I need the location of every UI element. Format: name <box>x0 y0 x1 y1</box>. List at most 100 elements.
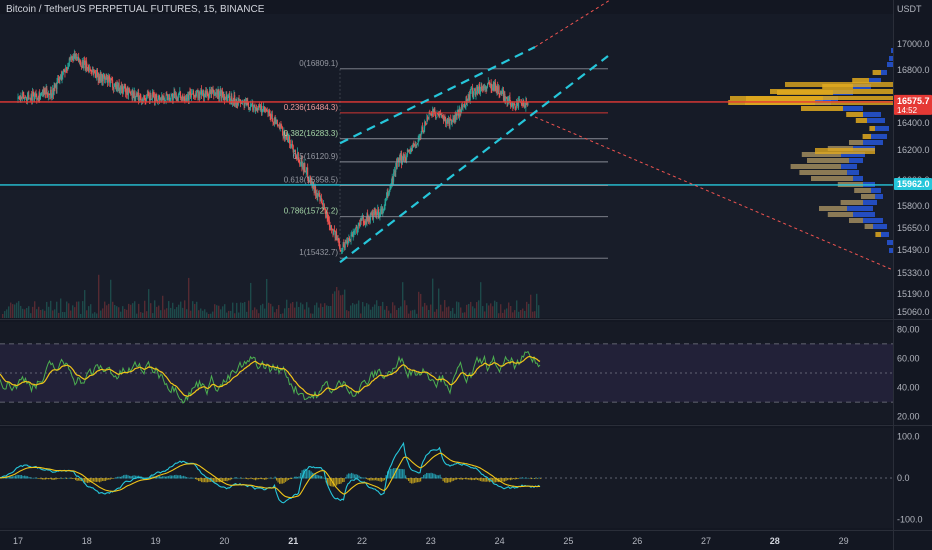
volume-bar <box>120 311 122 318</box>
volume-profile-bar <box>801 152 841 157</box>
volume-bar <box>146 311 148 318</box>
volume-bar <box>450 311 452 318</box>
volume-bar <box>204 309 206 318</box>
candle-body <box>307 178 309 181</box>
volume-bar <box>56 301 58 318</box>
oscillator-histogram-bar <box>226 478 228 482</box>
volume-bar <box>36 309 38 318</box>
oscillator-histogram-bar <box>382 478 384 481</box>
candle-body <box>505 97 507 99</box>
candle-body <box>483 86 485 88</box>
candle-body <box>128 87 130 96</box>
volume-profile-bar <box>891 48 893 53</box>
price-tag-countdown: 14:52 <box>897 106 918 115</box>
oscillator-slow-line <box>0 452 541 499</box>
oscillator-histogram-bar <box>355 474 357 479</box>
candle-body <box>364 222 366 225</box>
candle-body <box>86 67 88 70</box>
candle-body <box>335 231 337 238</box>
candle-body <box>78 59 80 62</box>
oscillator-histogram-bar <box>340 478 342 484</box>
volume-bar <box>482 306 484 318</box>
oscillator-histogram-bar <box>466 478 468 480</box>
volume-bar <box>92 313 94 318</box>
candle-body <box>174 92 176 95</box>
volume-bar <box>62 311 64 318</box>
volume-bar <box>4 311 6 318</box>
oscillator-histogram-bar <box>160 476 162 479</box>
oscillator-histogram-bar <box>352 473 354 479</box>
volume-bar <box>182 307 184 318</box>
candle-body <box>445 122 447 124</box>
oscillator-histogram-bar <box>516 478 518 480</box>
oscillator-histogram-bar <box>351 472 353 479</box>
candle-body <box>96 70 98 78</box>
candle-body <box>318 193 320 197</box>
candle-body <box>424 121 426 124</box>
oscillator-histogram-bar <box>471 478 473 481</box>
candle-body <box>21 93 23 98</box>
oscillator-histogram-bar <box>388 469 390 479</box>
candle-body <box>325 210 327 218</box>
chart-title: Bitcoin / TetherUS PERPETUAL FUTURES, 15… <box>6 4 265 15</box>
candle-body <box>213 94 215 96</box>
oscillator-histogram-bar <box>513 478 515 479</box>
candle-body <box>484 86 486 88</box>
candle-body <box>221 91 223 99</box>
candle-body <box>129 92 131 94</box>
candle-body <box>80 62 82 67</box>
candle-body <box>280 124 282 126</box>
candle-body <box>172 94 174 100</box>
candle-body <box>364 220 366 225</box>
candle-body <box>512 103 514 109</box>
candle-body <box>487 83 489 87</box>
volume-bar <box>280 313 282 318</box>
candle-body <box>490 83 492 89</box>
candle-body <box>372 212 374 220</box>
time-axis-tick: 19 <box>151 536 161 546</box>
candle-body <box>416 144 418 146</box>
volume-bar <box>472 306 474 318</box>
candle-body <box>111 79 113 81</box>
volume-profile-bar <box>847 170 859 175</box>
candle-body <box>73 53 75 56</box>
candle-body <box>281 127 283 132</box>
oscillator-histogram-bar <box>501 478 503 482</box>
candle-body <box>199 93 201 98</box>
volume-bar <box>200 308 202 318</box>
volume-bar <box>292 301 294 318</box>
candle-body <box>250 104 252 108</box>
oscillator-histogram-bar <box>162 476 164 479</box>
oscillator-histogram-bar <box>54 478 56 480</box>
volume-bar <box>276 309 278 318</box>
candle-body <box>432 108 434 116</box>
candle-body <box>44 89 46 93</box>
candle-body <box>177 98 179 101</box>
candle-body <box>135 96 137 99</box>
candle-body <box>378 217 380 219</box>
time-axis-tick: 22 <box>357 536 367 546</box>
candle-body <box>156 98 158 101</box>
candle-body <box>383 209 385 211</box>
volume-bar <box>144 300 146 318</box>
candle-body <box>103 75 105 78</box>
oscillator-histogram-bar <box>84 478 86 483</box>
candle-body <box>98 76 100 81</box>
candle-body <box>92 70 94 75</box>
candle-body <box>299 163 301 165</box>
candle-body <box>117 83 119 87</box>
volume-bar <box>298 307 300 318</box>
oscillator-histogram-bar <box>258 478 260 480</box>
volume-bar <box>98 274 100 318</box>
volume-bar <box>470 301 472 318</box>
oscillator-histogram-bar <box>412 478 414 484</box>
oscillator-histogram-bar <box>304 468 306 479</box>
candle-body <box>35 93 37 97</box>
oscillator-histogram-bar <box>502 478 504 482</box>
candle-body <box>144 99 146 101</box>
volume-profile-bar <box>869 78 881 83</box>
price-scale-tick: 15190.0 <box>897 289 930 299</box>
candle-body <box>130 94 132 95</box>
candle-body <box>28 95 30 98</box>
